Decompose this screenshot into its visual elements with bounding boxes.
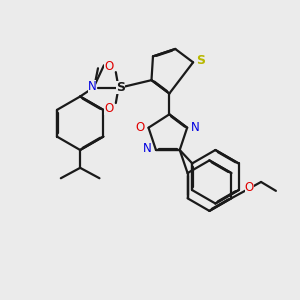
Text: O: O (104, 102, 114, 115)
Text: N: N (88, 80, 96, 93)
Text: O: O (136, 121, 145, 134)
Text: O: O (104, 60, 114, 73)
Text: N: N (143, 142, 152, 155)
Text: O: O (244, 182, 254, 194)
Text: S: S (196, 54, 205, 67)
Text: S: S (116, 81, 125, 94)
Text: N: N (191, 121, 200, 134)
